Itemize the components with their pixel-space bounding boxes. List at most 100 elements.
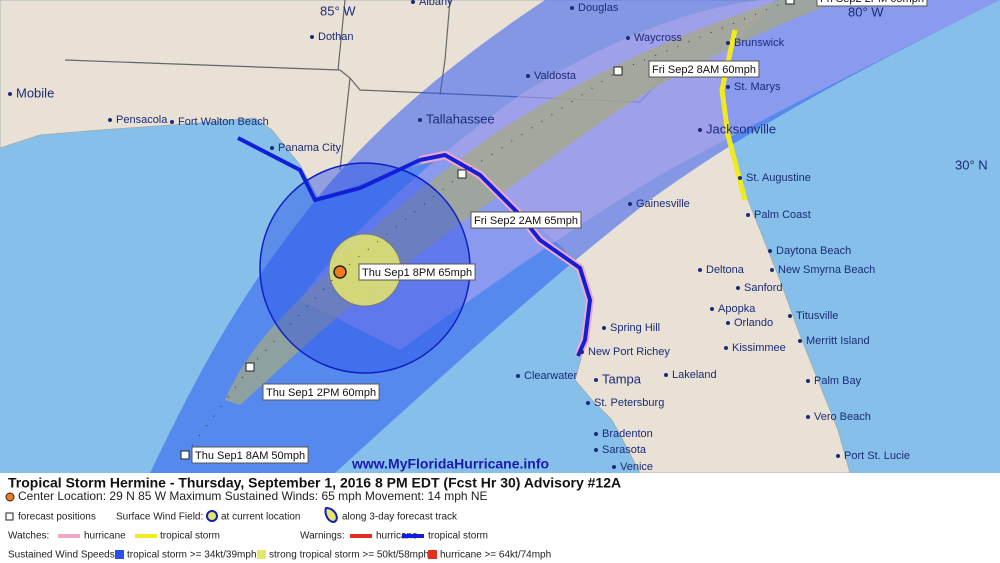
city-dot [726, 321, 730, 325]
city-label: Apopka [718, 303, 756, 315]
city-label: St. Augustine [746, 172, 811, 184]
city-dot [628, 202, 632, 206]
city-dot [724, 346, 728, 350]
forecast-label: Thu Sep1 2PM 60mph [266, 387, 376, 399]
city-dot [746, 213, 750, 217]
city-dot [798, 339, 802, 343]
legend-text: Warnings: [300, 531, 345, 542]
legend-background [0, 473, 1000, 563]
legend-text: hurricane [84, 531, 126, 542]
city-dot [594, 378, 598, 382]
city-label: Bradenton [602, 428, 653, 440]
city-dot [310, 35, 314, 39]
label-box [262, 383, 380, 401]
grid-label: 85° W [320, 3, 356, 18]
grid-label: 80° W [848, 4, 884, 19]
track-icon [324, 506, 338, 524]
city-label: Kissimmee [732, 342, 786, 354]
city-label: Waycross [634, 32, 682, 44]
legend-text: strong tropical storm >= 50kt/58mph [269, 550, 429, 561]
city-label: Jacksonville [706, 121, 776, 136]
city-dot [612, 465, 616, 469]
city-dot [698, 268, 702, 272]
label-box [816, 0, 928, 7]
city-dot [586, 401, 590, 405]
city-label: New Smyrna Beach [778, 264, 875, 276]
swatch [58, 534, 80, 538]
city-label: Clearwater [524, 370, 578, 382]
city-dot [411, 0, 415, 4]
city-label: Tampa [602, 371, 642, 386]
city-label: Tallahassee [426, 111, 495, 126]
forecast-cone-inner [300, 0, 1000, 350]
city-label: Brunswick [734, 37, 785, 49]
legend-text: along 3-day forecast track [342, 512, 458, 523]
forecast-label: Fri Sep2 2PM 65mph [820, 0, 924, 5]
city-label: Valdosta [534, 70, 577, 82]
swatch [402, 534, 424, 538]
city-dot [788, 314, 792, 318]
forecast-label: Thu Sep1 8PM 65mph [362, 267, 472, 279]
city-dot [770, 268, 774, 272]
city-label: Fort Walton Beach [178, 116, 269, 128]
city-dot [726, 41, 730, 45]
city-dot [418, 118, 422, 122]
label-box [191, 446, 309, 464]
details: Center Location: 29 N 85 W Maximum Susta… [18, 489, 488, 503]
label-box [648, 60, 760, 78]
city-label: Panama City [278, 142, 341, 154]
legend-text: Watches: [8, 531, 49, 542]
city-dot [270, 146, 274, 150]
city-label: Vero Beach [814, 411, 871, 423]
center-icon [5, 492, 15, 502]
city-dot [664, 373, 668, 377]
swatch [350, 534, 372, 538]
forecast-position [785, 0, 795, 5]
state-borders [64, 0, 701, 171]
city-dot [108, 118, 112, 122]
city-label: Venice [620, 461, 653, 473]
city-label: Deltona [706, 264, 745, 276]
city-dot [806, 379, 810, 383]
tropical-storm-warning [237, 136, 593, 357]
legend-text: tropical storm >= 34kt/39mph [127, 550, 257, 561]
city-dot [170, 120, 174, 124]
city-dot [726, 85, 730, 89]
legend-text: Surface Wind Field: [116, 512, 203, 523]
forecast-cone-outer [150, 0, 1000, 473]
city-label: Mobile [16, 85, 54, 100]
city-dot [710, 307, 714, 311]
forecast-position [245, 362, 255, 372]
city-dot [736, 286, 740, 290]
city-label: Palm Coast [754, 209, 811, 221]
legend-text: at current location [221, 512, 301, 523]
swatch [115, 550, 124, 559]
city-label: Sanford [744, 282, 783, 294]
city-label: Spring Hill [610, 322, 660, 334]
city-dot [580, 350, 584, 354]
legend-text: Sustained Wind Speeds: [8, 550, 118, 561]
city-label: Lakeland [672, 369, 717, 381]
swatch [135, 534, 157, 538]
city-label: Merritt Island [806, 335, 870, 347]
forecast-position [180, 450, 190, 460]
swatch [428, 550, 437, 559]
city-dot [594, 432, 598, 436]
city-dot [570, 6, 574, 10]
city-label: St. Petersburg [594, 397, 664, 409]
city-label: Sarasota [602, 444, 647, 456]
city-label: Port St. Lucie [844, 450, 910, 462]
legend-title: Tropical Storm Hermine - Thursday, Septe… [8, 475, 621, 491]
legend-text: tropical storm [428, 531, 488, 542]
legend-text: tropical storm [160, 531, 220, 542]
forecast-position [457, 169, 467, 179]
city-dot [516, 374, 520, 378]
city-label: Titusville [796, 310, 838, 322]
city-dot [626, 36, 630, 40]
city-label: Daytona Beach [776, 245, 851, 257]
current-center [333, 265, 347, 279]
city-dot [768, 249, 772, 253]
city-label: Palm Bay [814, 375, 862, 387]
